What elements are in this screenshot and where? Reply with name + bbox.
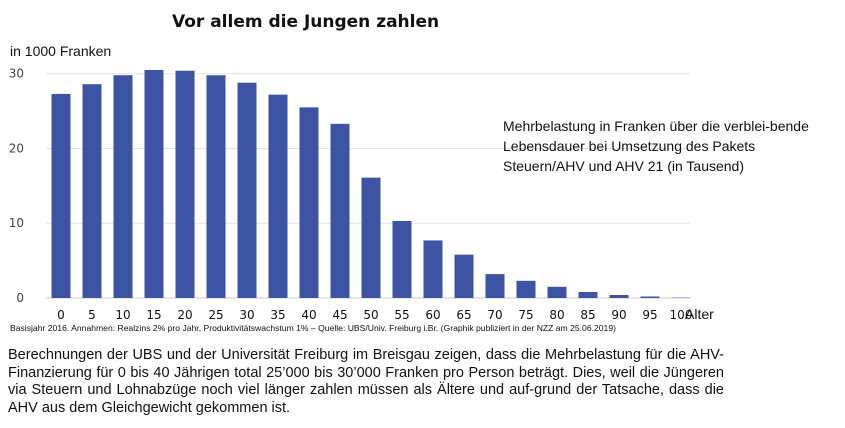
bar-chart: 0 10 20 30 0 5 10 15 20 25 30 35 40 45 50 55 60 65 70 75 80… — [9, 67, 714, 322]
x-tick-label: 60 — [425, 308, 440, 322]
bar — [51, 93, 71, 298]
bar — [144, 70, 164, 298]
x-tick-label: 0 — [57, 308, 65, 322]
body-paragraph: Berechnungen der UBS und der Universität… — [8, 347, 724, 416]
bar — [268, 94, 288, 298]
bar — [299, 107, 319, 299]
x-tick-label: 95 — [642, 308, 657, 322]
bar — [640, 296, 660, 298]
x-tick-label: 55 — [394, 308, 409, 322]
x-tick-label: 45 — [332, 308, 347, 322]
bar — [485, 274, 505, 298]
x-tick-label: 35 — [270, 308, 285, 322]
bar — [361, 177, 381, 298]
x-tick-label: 75 — [518, 308, 533, 322]
x-axis-label: Alter — [685, 306, 714, 322]
x-tick-label: 90 — [611, 308, 626, 322]
bar — [113, 75, 133, 298]
y-tick-label: 30 — [9, 67, 24, 81]
x-tick-label: 30 — [239, 308, 254, 322]
x-tick-label: 20 — [177, 308, 192, 322]
x-tick-label: 5 — [88, 308, 96, 322]
source-note: Basisjahr 2016. Annahmen: Realzins 2% pr… — [10, 323, 616, 333]
x-tick-label: 50 — [363, 308, 378, 322]
x-tick-label: 10 — [115, 308, 130, 322]
bar — [82, 84, 102, 298]
x-tick-label: 15 — [146, 308, 161, 322]
x-ticks-layer: 0 5 10 15 20 25 30 35 40 45 50 55 60 65 70 75 80 85 90 95 10… — [57, 308, 692, 322]
chart-title: Vor allem die Jungen zahlen — [172, 12, 440, 32]
x-tick-label: 25 — [208, 308, 223, 322]
y-tick-label: 10 — [9, 216, 24, 230]
bar — [578, 292, 598, 298]
bar — [206, 75, 226, 298]
x-tick-label: 80 — [549, 308, 564, 322]
bar — [516, 280, 536, 298]
chart-annotation: Mehrbelastung in Franken über die verble… — [503, 118, 809, 174]
bar — [454, 254, 474, 298]
bar — [547, 286, 567, 298]
y-tick-label: 0 — [16, 291, 24, 305]
bar — [330, 123, 350, 298]
x-tick-label: 100 — [670, 308, 693, 322]
bar — [609, 295, 629, 298]
x-tick-label: 70 — [487, 308, 502, 322]
x-tick-label: 85 — [580, 308, 595, 322]
y-tick-label: 20 — [9, 141, 24, 155]
x-tick-label: 40 — [301, 308, 316, 322]
y-axis-label: in 1000 Franken — [10, 43, 112, 59]
bar — [237, 82, 257, 299]
bar — [423, 240, 443, 298]
bars-layer — [51, 70, 691, 299]
x-tick-label: 65 — [456, 308, 471, 322]
bar — [175, 70, 195, 298]
bar — [392, 221, 412, 298]
